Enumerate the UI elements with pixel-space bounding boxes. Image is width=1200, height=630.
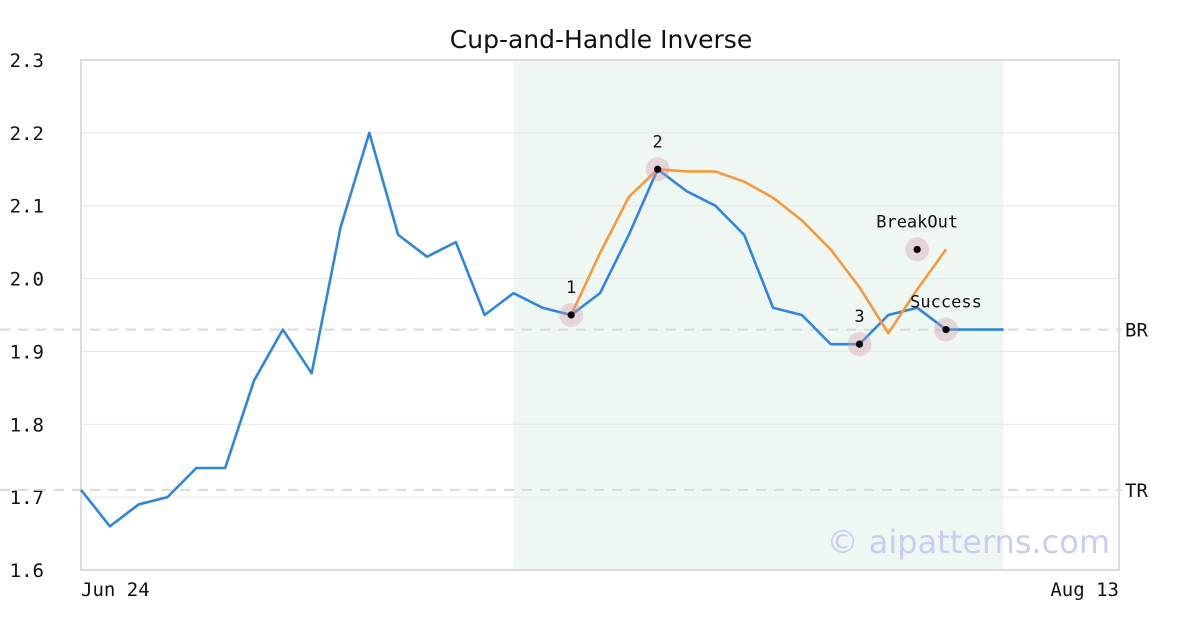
point-label: 1 bbox=[566, 278, 576, 298]
y-tick-label: 1.8 bbox=[10, 414, 44, 436]
x-tick-label: Aug 13 bbox=[1050, 579, 1119, 601]
pattern-line bbox=[569, 167, 948, 335]
y-tick-label: 2.1 bbox=[10, 196, 44, 218]
pattern-point bbox=[942, 325, 950, 334]
pattern-point bbox=[567, 311, 575, 319]
point-label: 3 bbox=[854, 307, 864, 327]
chart-title: Cup-and-Handle Inverse bbox=[450, 25, 752, 54]
y-tick-label: 2.0 bbox=[10, 269, 44, 291]
y-tick-label: 2.3 bbox=[10, 50, 44, 72]
point-label: 2 bbox=[653, 132, 663, 152]
plot-frame bbox=[80, 59, 1120, 571]
y-tick-label: 2.2 bbox=[10, 123, 44, 145]
y-tick-label: 1.7 bbox=[10, 487, 44, 509]
reference-label-br: BR bbox=[1125, 320, 1148, 342]
pattern-point bbox=[913, 245, 921, 254]
point-label: Success bbox=[910, 293, 982, 313]
pattern-point bbox=[855, 340, 864, 348]
pattern-point bbox=[654, 165, 662, 173]
reference-label-tr: TR bbox=[1125, 480, 1148, 502]
plot-area: 1.6 1.7 1.8 1.9 2.0 2.1 2.2 2.3 BR TR Jun 24 Aug 13… bbox=[0, 50, 1148, 601]
x-tick-label: Jun 24 bbox=[81, 579, 150, 601]
watermark-text: © aipatterns.com bbox=[827, 523, 1110, 561]
price-line bbox=[79, 131, 1004, 528]
point-label: BreakOut bbox=[876, 212, 958, 232]
y-tick-label: 1.9 bbox=[10, 341, 44, 363]
highlight-region bbox=[513, 60, 1004, 570]
y-tick-label: 1.6 bbox=[10, 560, 44, 582]
